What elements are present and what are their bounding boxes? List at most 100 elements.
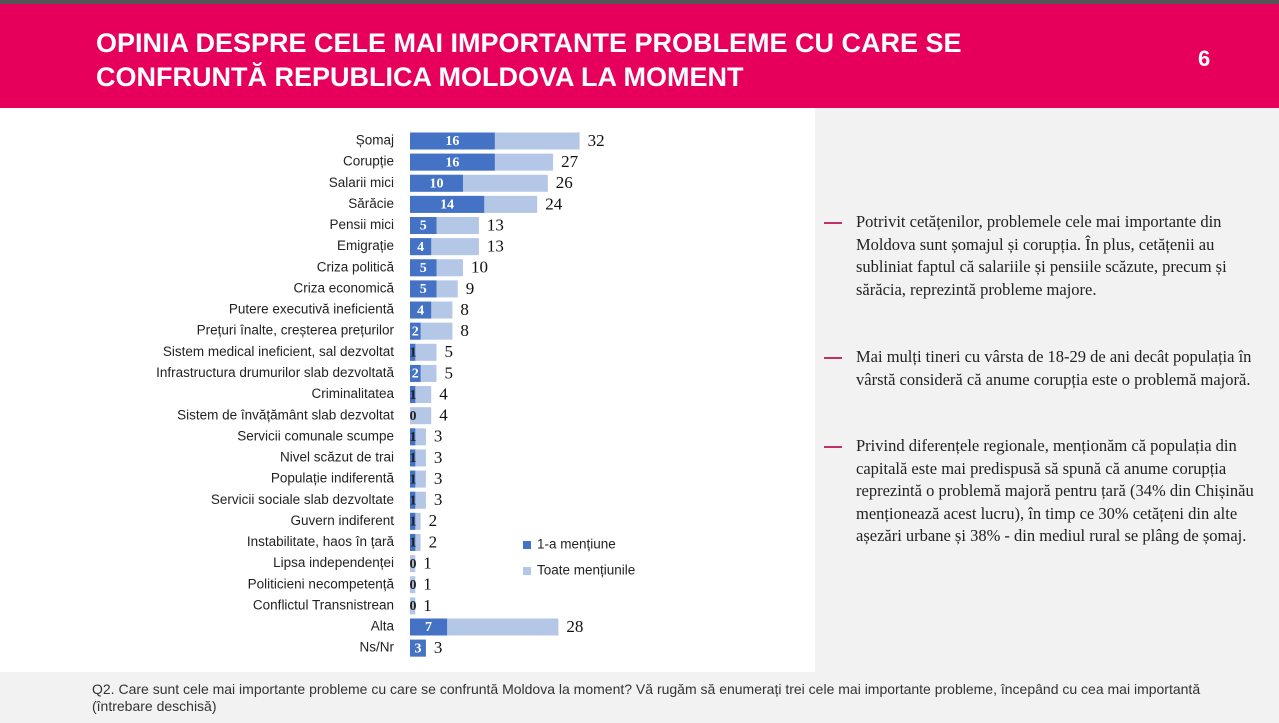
total-label: 24 [545,194,563,213]
bar [410,597,416,615]
bar [410,555,416,573]
note: Privind diferențele regionale, menționăm… [824,435,1256,548]
footer: Q2. Care sunt cele mai importante proble… [0,672,1279,723]
bar [410,364,421,382]
note: Mai mulți tineri cu vârsta de 18-29 de a… [824,346,1256,391]
bullet [824,357,842,359]
bar [410,533,416,551]
bar [410,132,495,150]
first-mention-label: 2 [412,324,419,339]
header: OPINIA DESPRE CELE MAI IMPORTANTE PROBLE… [0,4,1279,108]
bar [410,217,437,235]
bar [410,386,416,404]
bar [410,322,421,340]
bar [410,618,448,636]
page-number: 6 [1198,46,1211,71]
category-label: Criza economică [293,280,394,295]
total-label: 1 [423,554,432,573]
total-label: 2 [429,532,438,551]
total-label: 8 [460,321,469,340]
bar [410,449,416,467]
bar [410,470,416,488]
title: OPINIA DESPRE CELE MAI IMPORTANTE PROBLE… [96,28,962,92]
note-text: Potrivit cetățenilor, problemele cele ma… [856,212,1227,299]
total-label: 4 [439,406,448,425]
category-label: Politicieni necompetență [248,576,395,591]
note-text: Mai mulți tineri cu vârsta de 18-29 de a… [856,347,1252,389]
total-label: 3 [434,638,443,657]
first-mention-label: 4 [417,240,424,255]
bar [410,280,437,298]
category-label: Servicii comunale scumpe [237,428,394,443]
first-mention-label: 4 [417,303,424,318]
first-mention-label: 1 [410,515,417,530]
category-label: Servicii sociale slab dezvoltate [211,492,394,507]
total-label: 1 [423,575,432,594]
category-label: Salarii mici [329,175,394,190]
category-label: Pensii mici [329,217,394,232]
total-label: 5 [445,342,454,361]
bar [410,407,432,425]
category-label: Alta [371,619,395,634]
category-label: Criza politică [317,259,395,274]
first-mention-label: 5 [420,282,427,297]
top-bar [0,0,1279,4]
footnote: Q2. Care sunt cele mai importante proble… [92,681,1201,714]
legend-swatch [523,567,531,575]
legend-label: 1-a mențiune [537,537,616,552]
total-label: 5 [445,363,454,382]
bar [410,491,416,509]
category-label: Emigrație [337,238,394,253]
bullet [824,222,842,224]
total-label: 9 [466,279,475,298]
category-label: Nivel scăzut de trai [280,450,394,465]
bar [410,576,416,594]
first-mention-label: 14 [440,198,454,213]
first-mention-label: 5 [420,261,427,276]
bar [410,195,485,213]
first-mention-label: 0 [410,409,417,424]
category-label: Sistem medical ineficient, sal dezvoltat [163,344,394,359]
bar [410,174,463,192]
total-label: 3 [434,448,443,467]
total-label: 2 [429,511,438,530]
note-text: Privind diferențele regionale, menționăm… [856,436,1254,545]
first-mention-label: 1 [410,430,417,445]
first-mention-label: 0 [410,578,417,593]
first-mention-label: 16 [445,155,459,170]
bullet [824,446,842,448]
bar [410,343,416,361]
bar [410,153,495,171]
first-mention-label: 1 [410,472,417,487]
legend-label: Toate mențiunile [537,563,635,578]
bar [410,238,432,256]
first-mention-label: 0 [410,557,417,572]
first-mention-label: 7 [425,620,432,635]
total-label: 1 [423,596,432,615]
total-label: 13 [487,215,504,234]
total-label: 26 [556,173,573,192]
first-mention-label: 1 [410,346,417,361]
bar [410,259,437,277]
category-label: Conflictul Transnistrean [253,597,394,612]
notes-panel: Potrivit cetățenilor, problemele cele ma… [815,108,1279,672]
first-mention-label: 10 [430,176,444,191]
total-label: 32 [588,131,605,150]
category-label: Șomaj [356,133,394,148]
first-mention-label: 16 [445,134,459,149]
category-label: Instabilitate, haos în țară [247,534,395,549]
category-label: Lipsa independenței [273,555,394,570]
first-mention-label: 0 [410,599,417,614]
category-label: Corupție [343,154,394,169]
legend-swatch [523,541,531,549]
total-label: 10 [471,258,488,277]
first-mention-label: 1 [410,388,417,403]
total-label: 8 [460,300,469,319]
bar [410,301,432,319]
bar [410,343,437,361]
first-mention-label: 5 [420,219,427,234]
first-mention-label: 2 [412,367,419,382]
category-label: Putere executivă ineficientă [229,302,395,317]
bar [410,639,426,657]
